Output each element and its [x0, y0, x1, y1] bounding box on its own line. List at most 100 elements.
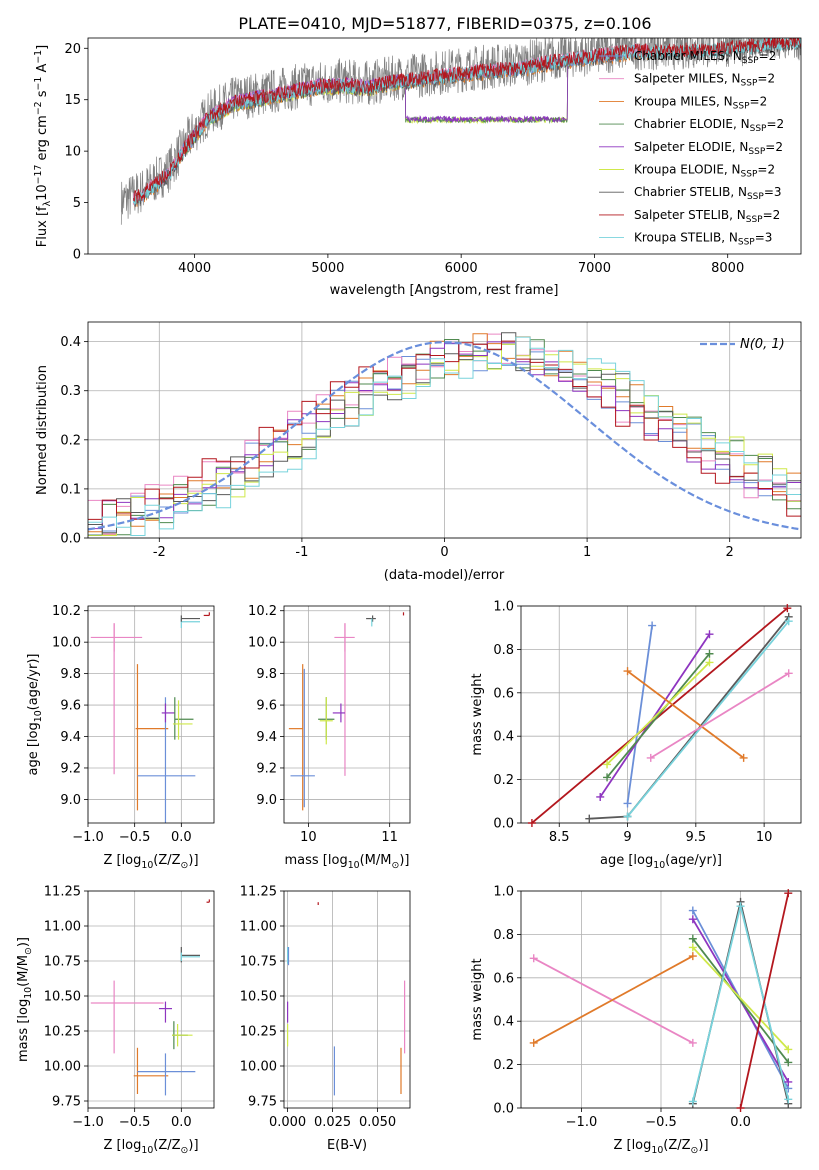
y-tick-label: 0.6	[493, 971, 514, 986]
x-tick-label: 0.025	[314, 1115, 351, 1130]
weight-marker	[739, 753, 748, 762]
x-axis-label: age [log10(age/yr)]	[600, 853, 722, 871]
x-axis-label: (data-model)/error	[384, 568, 505, 583]
label-part: λ	[42, 200, 53, 206]
weight-marker	[623, 667, 632, 676]
label-part: −1	[33, 77, 44, 91]
model-spectrum	[132, 38, 801, 203]
label-part: (M/M	[360, 853, 392, 868]
y-tick-label: 10.50	[240, 990, 277, 1005]
y-tick-label: 9.6	[256, 699, 277, 714]
weight-line	[626, 670, 745, 759]
label-part: ⊙	[181, 860, 189, 871]
y-tick-label: 11.25	[44, 885, 81, 900]
panel-weight-vs-Z: −1.0 −0.5 0.0 0.0 0.2 0.4 0.6 0.8 1.0 Z [log10(Z/…	[470, 885, 802, 1156]
x-tick-label: 7000	[578, 261, 611, 276]
weight-marker	[736, 902, 745, 911]
legend-label: Kroupa ELODIE, NSSP=2	[634, 163, 775, 180]
weight-line	[606, 653, 711, 778]
x-tick-label: 0.000	[269, 1115, 306, 1130]
histogram-series	[88, 336, 801, 536]
x-tick-label: 10	[300, 830, 317, 845]
y-tick-label: 0.4	[60, 335, 81, 350]
label-part: 10	[33, 710, 44, 722]
weight-line	[606, 661, 711, 766]
weight-marker	[688, 952, 697, 961]
label-part: ⊙	[23, 947, 34, 955]
weight-line	[739, 893, 790, 1108]
weight-marker	[688, 943, 697, 952]
panel-residuals: -2 -1 0 1 2 0.0 0.1 0.2 0.3 0.4 N(0, 1) (data-model…	[35, 321, 802, 583]
x-tick-label: -1	[295, 545, 308, 560]
y-tick-label: 0.4	[493, 730, 514, 745]
plot-area	[88, 332, 801, 536]
panel-age-vs-Z: −1.0 −0.5 0.0 9.0 9.2 9.4 9.6 9.8 10.0 10.2 Z [log…	[26, 604, 215, 871]
y-tick-label: 9.2	[60, 761, 81, 776]
label-part: Z [log	[103, 853, 141, 868]
label-part: ⊙	[181, 1145, 189, 1156]
x-axis-label: wavelength [Angstrom, rest frame]	[330, 283, 559, 298]
axes-frame	[87, 890, 215, 1109]
label-part: Flux [f	[35, 206, 50, 247]
label-part: Z [log	[103, 1138, 141, 1153]
weight-line	[650, 672, 790, 759]
y-tick-label: 10.75	[240, 955, 277, 970]
y-tick-label: 10.25	[44, 1025, 81, 1040]
legend-text: Kroupa STELIB, N	[634, 231, 738, 245]
y-axis-label: Flux [fλ10−17 erg cm−2 s−1 A−1]	[33, 45, 53, 247]
legend-text: =2	[759, 49, 777, 63]
axes-frame	[87, 37, 802, 255]
legend-sub: SSP	[747, 192, 764, 202]
x-tick-label: 9.5	[685, 830, 706, 845]
label-part: mass [log	[16, 999, 31, 1062]
weight-marker	[688, 934, 697, 943]
y-tick-label: 0.8	[493, 643, 514, 658]
legend-text: =2	[766, 117, 784, 131]
y-tick-label: 0.3	[60, 384, 81, 399]
label-part: −2	[33, 101, 44, 115]
legend-label: Salpeter ELODIE, NSSP=2	[634, 140, 783, 157]
normal-curve	[88, 341, 801, 531]
legend-text: =2	[765, 140, 783, 154]
legend-label: Kroupa MILES, NSSP=2	[634, 94, 767, 111]
label-part: (age/yr)]	[665, 853, 722, 868]
weight-marker	[784, 617, 793, 626]
label-part: )]	[399, 853, 409, 868]
label-part: 10	[141, 1145, 153, 1156]
x-tick-label: 0.0	[730, 1115, 751, 1130]
label-part: 10	[35, 184, 50, 201]
weight-marker	[585, 814, 594, 823]
model-spectrum	[132, 44, 648, 207]
y-axis-label: mass [log10(M/M⊙)]	[16, 937, 34, 1062]
label-part: )]	[188, 1138, 198, 1153]
legend-text: =2	[757, 163, 775, 177]
weight-marker	[784, 669, 793, 678]
x-tick-label: −1.0	[72, 1115, 104, 1130]
y-tick-label: 10.50	[44, 990, 81, 1005]
legend-text: Chabrier STELIB, N	[634, 185, 747, 199]
legend-label: Salpeter STELIB, NSSP=2	[634, 208, 780, 225]
x-tick-label: 6000	[445, 261, 478, 276]
label-part: (Z/Z	[153, 1138, 180, 1153]
label-part: age [log	[26, 722, 41, 775]
label-part: erg cm	[35, 115, 50, 164]
y-tick-label: 0.0	[493, 1102, 514, 1117]
label-part: Z [log	[613, 1138, 651, 1153]
legend-text: Chabrier MILES, N	[634, 49, 742, 63]
legend-sub: SSP	[741, 170, 758, 180]
label-part: A	[35, 64, 50, 77]
y-tick-label: 9.0	[60, 793, 81, 808]
legend-text: =2	[750, 94, 768, 108]
label-part: mass [log	[285, 853, 348, 868]
legend-text: =2	[757, 72, 775, 86]
x-tick-label: 0.0	[171, 1115, 192, 1130]
y-tick-label: 9.75	[248, 1095, 277, 1110]
y-tick-label: 9.0	[256, 793, 277, 808]
y-tick-label: 20	[64, 42, 81, 57]
y-tick-label: 0.2	[493, 1058, 514, 1073]
x-tick-label: 0	[440, 545, 448, 560]
y-axis-label: age [log10(age/yr)]	[26, 654, 44, 776]
y-tick-label: 10.0	[52, 636, 81, 651]
y-tick-label: 9.8	[256, 667, 277, 682]
